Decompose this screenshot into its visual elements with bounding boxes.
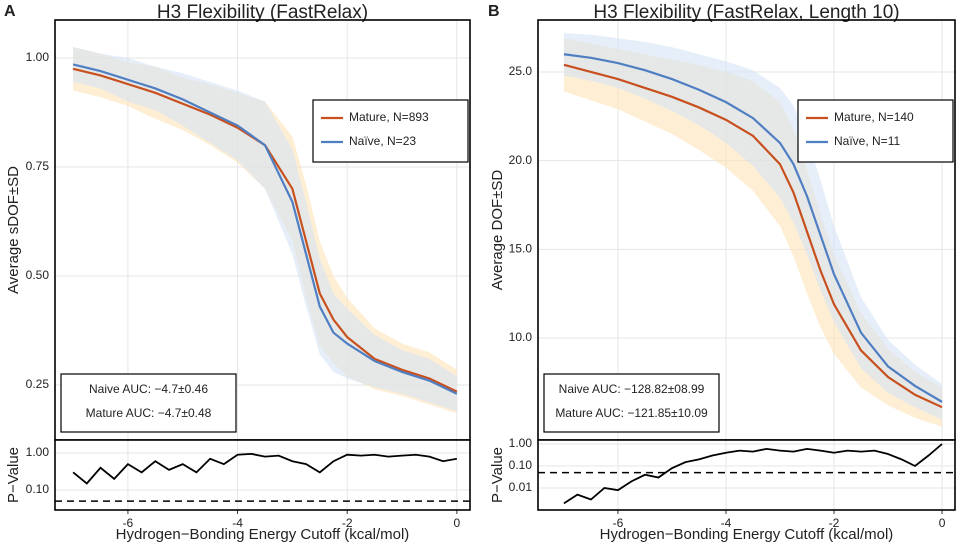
plot-frame [537,439,956,511]
y-tick-label: 20.0 [509,153,533,167]
line [563,443,943,505]
x-tick-label: -4 [232,516,243,530]
line [563,63,943,409]
x-tick-label: -2 [829,516,840,530]
x-tick-label: -2 [342,516,353,530]
panel-label: A [4,3,16,20]
x-tick-label: -6 [613,516,624,530]
plot-area [563,32,943,427]
chart-title: H3 Flexibility (FastRelax, Length 10) [593,2,899,23]
plot-area [538,443,955,505]
annotation: Naive AUC: −128.82±08.99 [559,382,705,396]
y-tick-label: 10.0 [509,330,533,344]
legend-label: Mature, N=140 [834,110,914,124]
chart-title: H3 Flexibility (FastRelax) [157,2,368,23]
annotation-box [543,373,720,433]
x-tick-label: 0 [939,516,946,530]
subplot: 1.00 0.10 0.01 -6 -4 -2 0 Hydrogen−Bonding Ener… [489,436,956,543]
line [563,53,943,403]
x-tick-label: 0 [453,516,460,530]
y-axis-label: Average DOF±SD [489,170,506,291]
x-axis-label: Hydrogen−Bonding Energy Cutoff (kcal/mol… [600,526,894,543]
x-axis-label: Hydrogen−Bonding Energy Cutoff (kcal/mol… [116,526,410,543]
sd-band [563,32,943,420]
plot-background [55,440,470,510]
y-tick-label: 0.10 [509,458,533,472]
annotation: Mature AUC: −121.85±10.09 [555,406,708,420]
legend-label: Naïve, N=11 [834,134,900,148]
y-tick-label: 1.00 [26,445,50,459]
subplot: 1.00 0.75 0.50 0.25 Average sDOF±SD H3 Flexib… [4,2,471,441]
line [72,67,458,393]
line [72,452,458,485]
annotation: Naive AUC: −4.7±0.46 [89,382,208,396]
subplot: 1.00 0.10 -6 -4 -2 0 Hydrogen−Bonding Energy C… [5,439,471,543]
y-tick-label: 0.50 [26,268,50,282]
y-tick-label: 0.75 [26,159,50,173]
annotation: Mature AUC: −4.7±0.48 [86,406,212,420]
subplot: 25.0 20.0 15.0 10.0 Average DOF±SD H3 Flexibi… [488,2,956,441]
legend-label: Mature, N=893 [349,110,429,124]
y-tick-label: 1.00 [509,436,533,450]
y-axis-label: P−Value [5,447,22,503]
y-tick-label: 0.10 [26,482,50,496]
y-axis-label: Average sDOF±SD [5,166,22,294]
y-tick-label: 25.0 [509,64,533,78]
x-tick-label: -4 [721,516,732,530]
line [72,63,458,395]
y-tick-label: 0.01 [509,480,533,494]
plot-frame [54,439,471,511]
y-tick-label: 15.0 [509,242,533,256]
y-tick-label: 1.00 [26,50,50,64]
y-axis-label: P−Value [489,447,506,503]
x-tick-label: -6 [123,516,134,530]
legend-box [797,99,954,163]
legend-box [312,99,469,163]
legend-label: Naïve, N=23 [349,134,416,148]
panel-label: B [488,3,500,20]
plot-area [72,47,458,414]
annotation-box [60,373,237,433]
plot-area [55,452,470,502]
y-tick-label: 0.25 [26,377,50,391]
